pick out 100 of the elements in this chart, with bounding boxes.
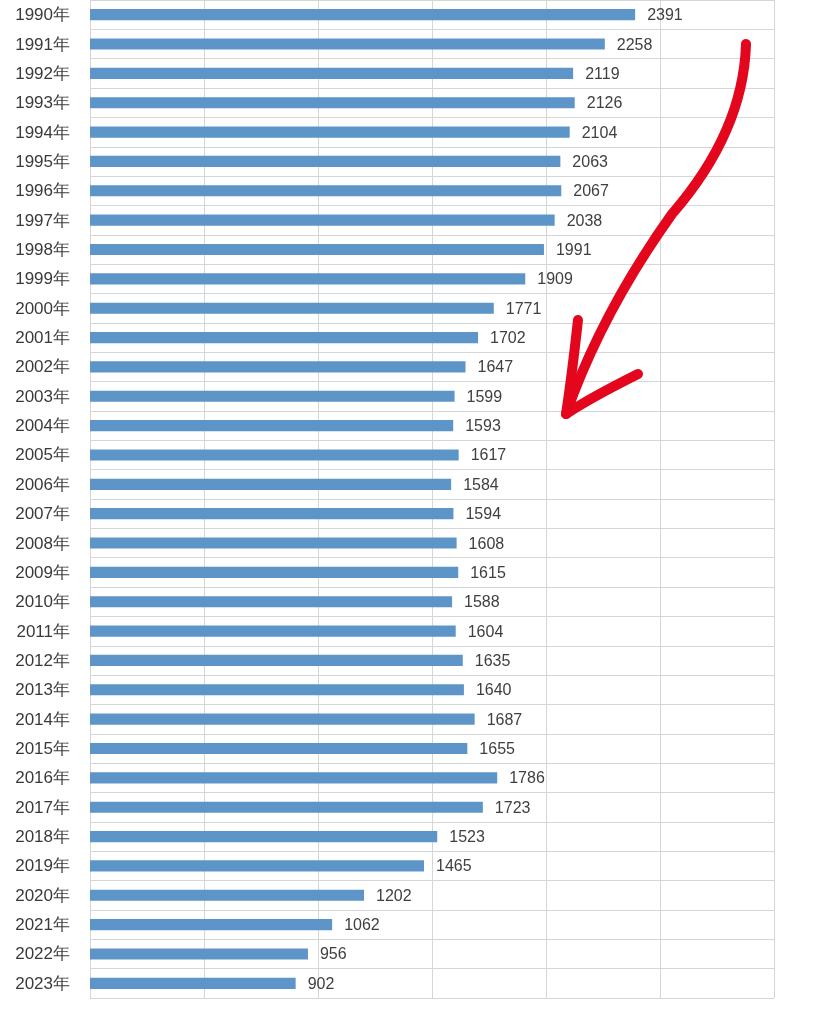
bar xyxy=(90,97,575,109)
y-tick-label: 1999年 xyxy=(15,269,70,289)
data-label: 1702 xyxy=(490,329,526,347)
y-tick-label: 1995年 xyxy=(15,151,70,171)
data-label: 1786 xyxy=(509,769,545,787)
bar xyxy=(90,977,296,989)
data-label: 2126 xyxy=(586,94,623,112)
bar xyxy=(90,243,544,256)
data-label: 902 xyxy=(307,974,335,992)
bar xyxy=(90,772,498,784)
data-label: 1647 xyxy=(477,358,514,376)
y-tick-label: 2014年 xyxy=(15,709,70,729)
data-label: 1635 xyxy=(474,651,511,669)
data-label: 1608 xyxy=(468,534,505,552)
bar xyxy=(90,654,463,667)
bar xyxy=(90,449,459,461)
y-tick-label: 2006年 xyxy=(15,474,70,494)
y-tick-label: 1990年 xyxy=(15,5,70,25)
bar xyxy=(90,537,457,549)
y-tick-label: 2001年 xyxy=(15,328,70,348)
bar xyxy=(90,566,459,578)
bar xyxy=(90,596,453,608)
bar xyxy=(90,9,636,21)
bar xyxy=(90,126,570,138)
data-label: 1617 xyxy=(470,446,507,464)
data-label: 1604 xyxy=(467,622,504,640)
y-tick-label: 1994年 xyxy=(15,122,70,142)
y-tick-label: 2009年 xyxy=(15,562,70,582)
bar xyxy=(90,273,526,285)
data-label: 1640 xyxy=(475,681,512,699)
y-tick-label: 2016年 xyxy=(15,768,70,788)
y-tick-label: 2013年 xyxy=(15,680,70,700)
data-label: 2258 xyxy=(616,35,653,53)
data-label: 2067 xyxy=(573,182,609,200)
data-label: 2119 xyxy=(585,64,620,82)
data-label: 1687 xyxy=(486,710,523,728)
y-tick-label: 2002年 xyxy=(15,357,70,377)
bar xyxy=(90,67,574,79)
bar xyxy=(90,830,438,843)
y-tick-label: 2010年 xyxy=(15,592,70,612)
bar xyxy=(90,684,464,696)
bar xyxy=(90,860,425,872)
bar xyxy=(90,889,365,901)
y-tick-label: 2011年 xyxy=(16,621,70,641)
bar xyxy=(90,185,562,197)
bar xyxy=(90,331,479,344)
bar xyxy=(90,361,466,373)
data-label: 1588 xyxy=(464,593,500,611)
bar xyxy=(90,948,308,960)
y-tick-label: 2012年 xyxy=(15,650,70,670)
bar xyxy=(90,625,456,637)
y-tick-label: 1997年 xyxy=(15,210,70,230)
data-label: 1202 xyxy=(376,886,412,904)
data-label: 1593 xyxy=(465,417,501,435)
data-label: 1465 xyxy=(436,857,472,875)
y-tick-label: 2018年 xyxy=(15,827,70,847)
bar xyxy=(90,214,555,226)
data-label: 1062 xyxy=(344,916,380,934)
y-tick-label: 2020年 xyxy=(15,885,70,905)
data-label: 2038 xyxy=(566,211,603,229)
data-label: 1991 xyxy=(555,241,592,258)
bar xyxy=(90,742,468,755)
data-label: 956 xyxy=(319,945,347,963)
y-tick-label: 2005年 xyxy=(15,445,70,465)
y-tick-label: 2000年 xyxy=(15,298,70,318)
y-tick-label: 2021年 xyxy=(15,915,70,935)
y-tick-label: 1998年 xyxy=(15,240,70,259)
data-label: 1599 xyxy=(466,387,503,405)
data-label: 2104 xyxy=(581,123,618,141)
data-label: 2391 xyxy=(647,6,683,24)
data-label: 1655 xyxy=(479,740,516,757)
data-label: 1523 xyxy=(449,828,485,846)
data-label: 1584 xyxy=(463,475,499,493)
y-tick-label: 2019年 xyxy=(15,856,70,876)
y-tick-label: 2007年 xyxy=(15,504,70,524)
bar xyxy=(90,801,483,813)
data-label: 1594 xyxy=(465,505,502,523)
y-tick-label: 1991年 xyxy=(15,34,70,54)
bar xyxy=(90,713,475,725)
bar xyxy=(90,478,452,490)
y-tick-label: 1993年 xyxy=(15,93,70,113)
bar xyxy=(90,38,605,50)
y-tick-label: 2022年 xyxy=(15,944,70,964)
y-tick-label: 2003年 xyxy=(15,386,70,406)
data-label: 1771 xyxy=(505,299,542,317)
bar xyxy=(90,302,494,314)
data-label: 1909 xyxy=(537,270,573,288)
data-label: 1615 xyxy=(470,563,506,581)
y-tick-label: 2023年 xyxy=(15,973,70,993)
data-label: 2063 xyxy=(572,152,609,170)
y-tick-label: 1992年 xyxy=(15,63,70,83)
y-tick-label: 1996年 xyxy=(15,181,70,201)
y-tick-label: 2015年 xyxy=(15,739,70,758)
bar xyxy=(90,420,454,432)
bar xyxy=(90,390,455,402)
y-tick-label: 2004年 xyxy=(15,416,70,436)
bar xyxy=(90,919,333,931)
y-tick-label: 2008年 xyxy=(15,533,70,553)
bar xyxy=(90,508,454,520)
y-tick-label: 2017年 xyxy=(15,797,70,817)
